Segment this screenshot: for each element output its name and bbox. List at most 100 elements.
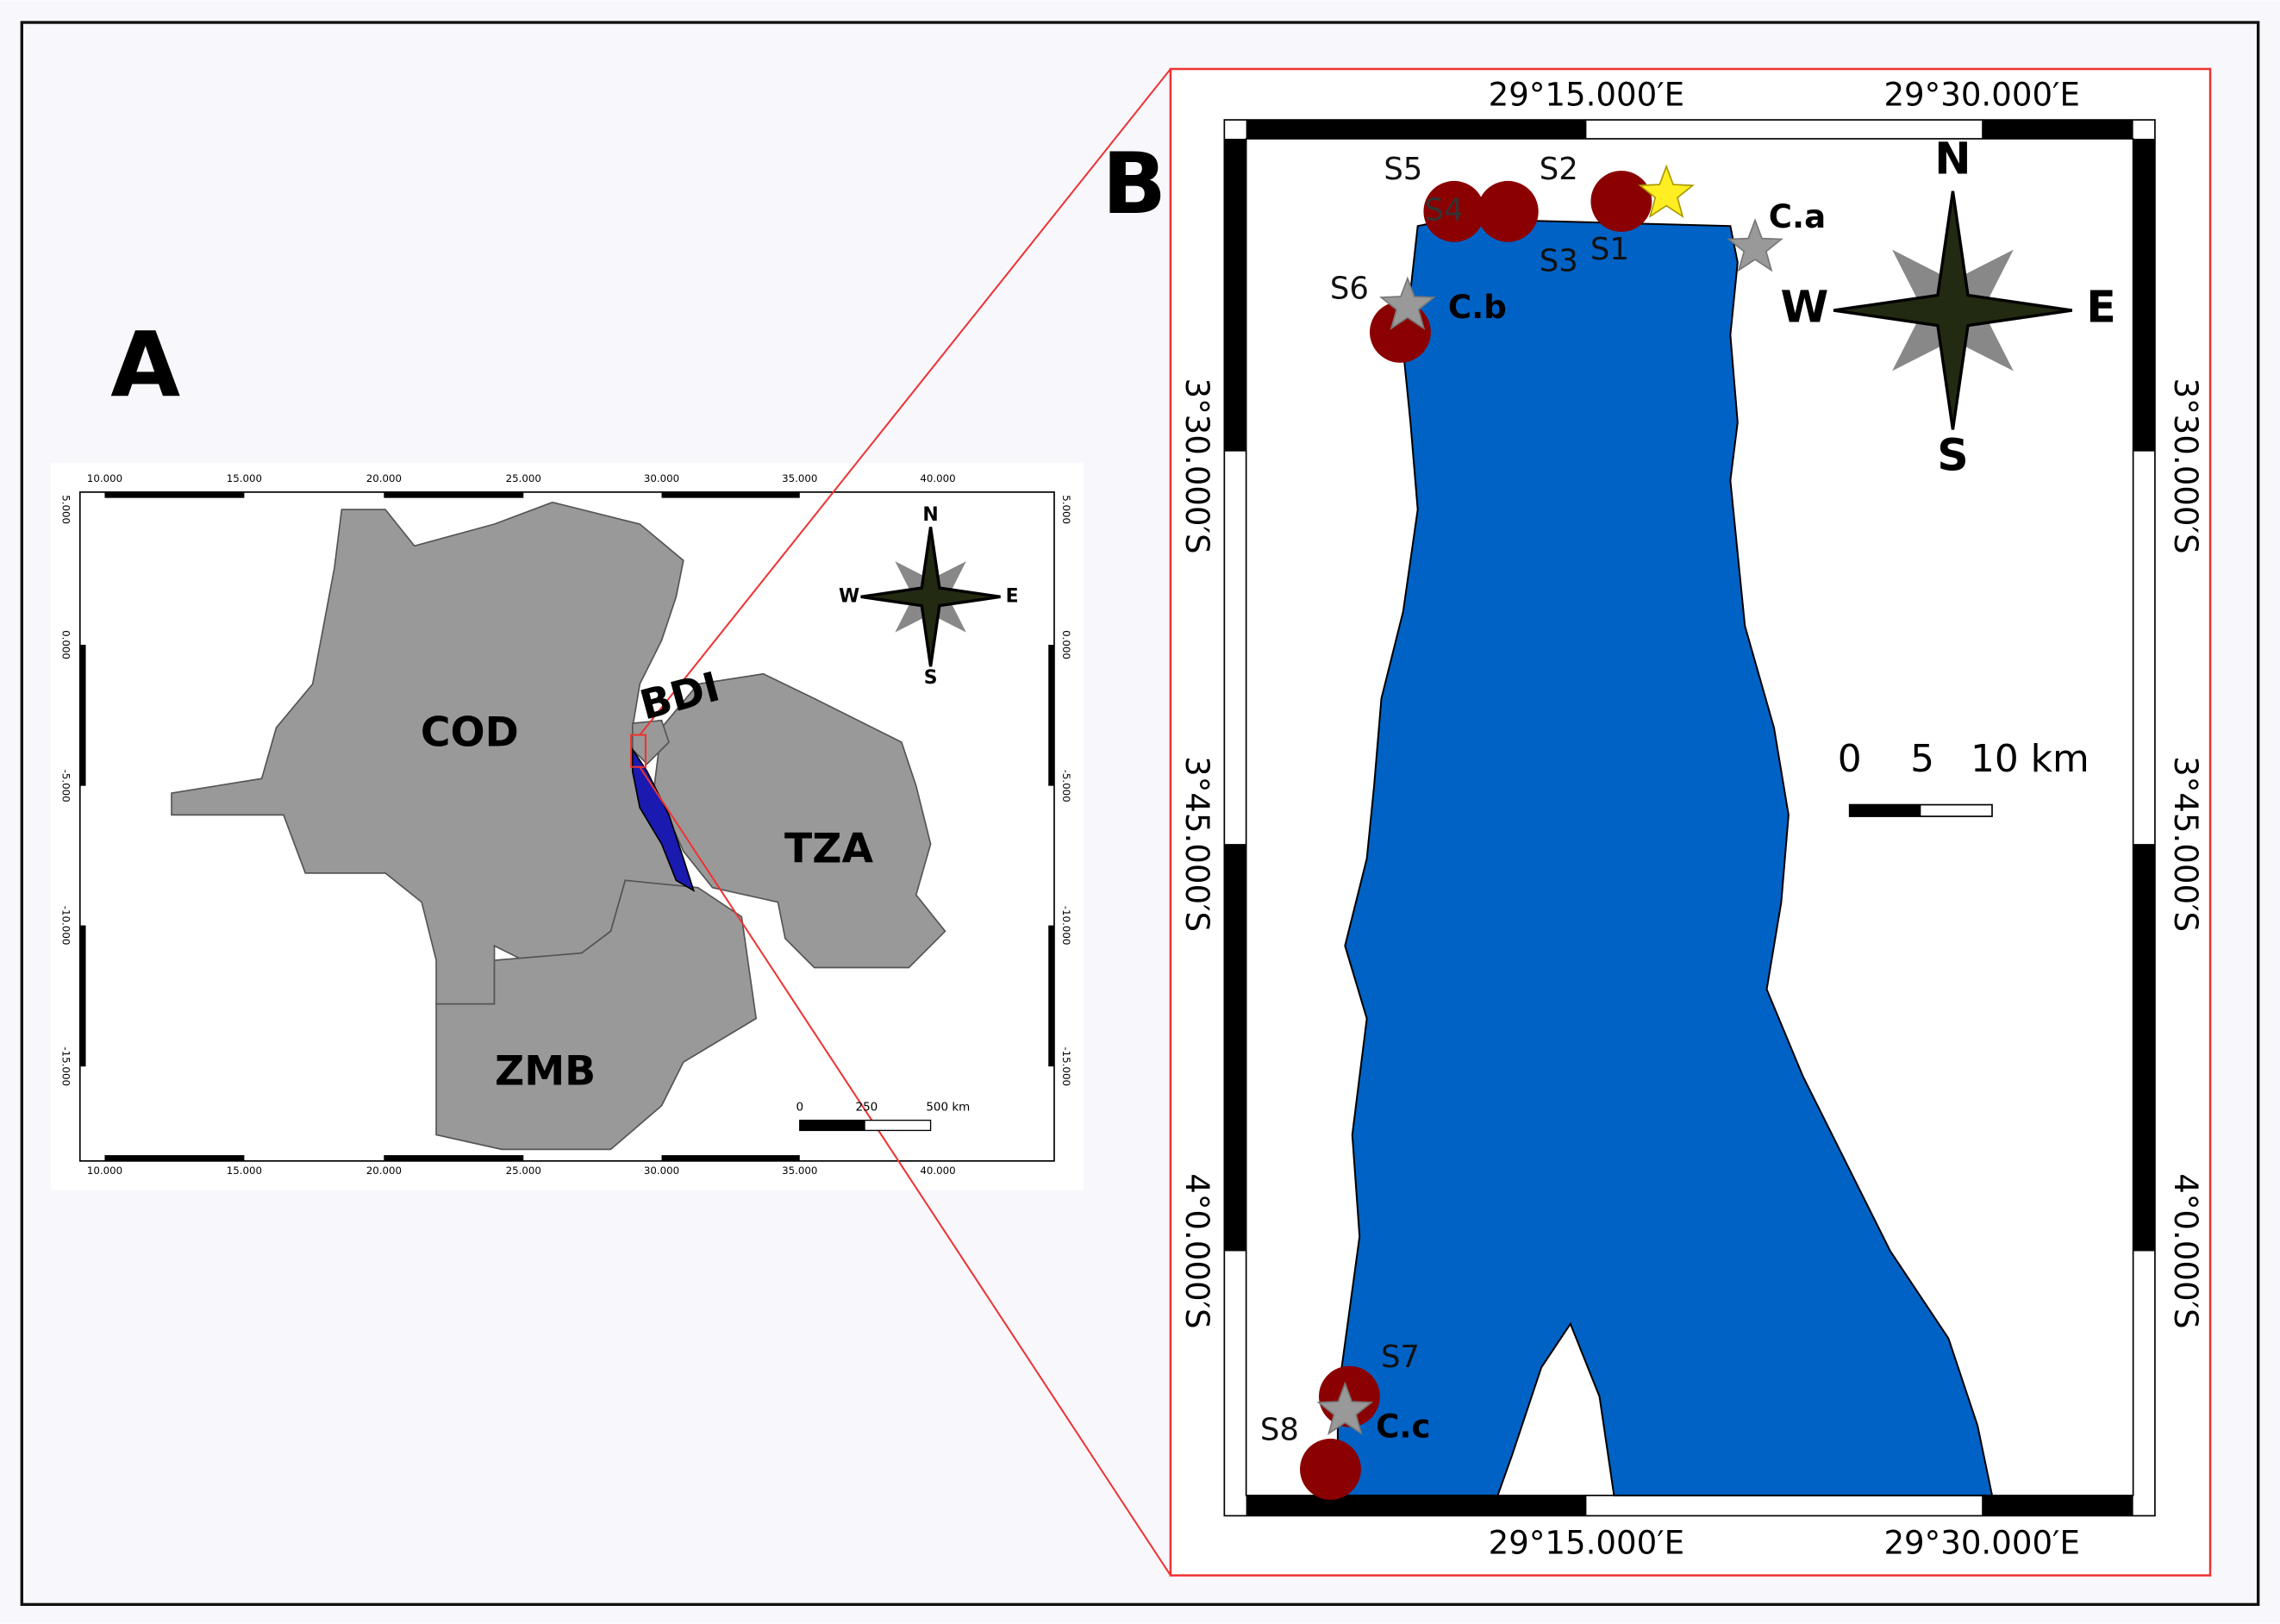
x-tick-label: 29°30.000′E: [1883, 1525, 2080, 1562]
frame-bar: [1224, 138, 1246, 452]
frame-bar: [1982, 1495, 2133, 1516]
y-tick-label: -5.000: [1060, 770, 1072, 803]
x-tick-label: 40.000: [920, 1165, 955, 1177]
y-tick-label: -15.000: [1060, 1046, 1072, 1086]
zoom-box: [630, 734, 647, 768]
compass-label: S: [1937, 430, 1968, 481]
x-tick-label: 29°30.000′E: [1883, 77, 2080, 114]
site-label: S2: [1540, 152, 1578, 187]
site-star: [1638, 164, 1695, 219]
compass-label: E: [2086, 282, 2116, 333]
scale-label: 250: [855, 1100, 878, 1114]
y-tick-label: 4°0.000′S: [1178, 1173, 1215, 1328]
frame-bar: [384, 491, 524, 498]
x-tick-label: 30.000: [644, 472, 679, 484]
site-marker: [1477, 180, 1539, 242]
compass-rose: [1833, 191, 2073, 430]
x-tick-label: 15.000: [227, 472, 262, 484]
frame-bar: [1246, 120, 1587, 139]
site-label: S6: [1330, 271, 1369, 306]
y-tick-label: -5.000: [59, 770, 72, 803]
y-tick-label: -10.000: [1060, 906, 1072, 946]
country-tza: [653, 672, 946, 969]
frame-bar: [2133, 138, 2155, 452]
y-tick-label: 5.000: [1060, 495, 1072, 524]
site-label: S3: [1540, 243, 1578, 278]
site-label: S1: [1590, 232, 1629, 267]
site-label: S7: [1381, 1340, 1420, 1375]
control-star: [1727, 218, 1783, 272]
control-label: C.c: [1376, 1409, 1430, 1446]
scale-label: 500 km: [926, 1100, 970, 1114]
x-tick-label: 20.000: [366, 1165, 402, 1177]
y-tick-label: 0.000: [59, 630, 72, 659]
y-tick-label: 4°0.000′S: [2167, 1173, 2204, 1328]
x-tick-label: 20.000: [366, 472, 402, 484]
control-star: [1379, 276, 1436, 330]
frame-bar: [1048, 925, 1054, 1067]
x-tick-label: 15.000: [227, 1165, 262, 1177]
scale-bar: [1849, 804, 1921, 817]
scale-label: 0: [1838, 737, 1862, 781]
frame-bar: [661, 1155, 800, 1161]
zoom-line: [639, 766, 1171, 1577]
compass-label: E: [1006, 585, 1019, 607]
x-tick-label: 40.000: [920, 472, 955, 484]
compass-label: N: [922, 504, 938, 526]
y-tick-label: 3°30.000′S: [2167, 378, 2204, 554]
layer: A 10.000 10.000 15.000 15.000 20.000 20.000 25.…: [59, 77, 2204, 1562]
lake: [1336, 217, 1994, 1496]
compass-rose: [860, 527, 1001, 667]
x-tick-label: 25.000: [506, 472, 541, 484]
frame-bar: [104, 491, 245, 498]
scale-label: 5: [1910, 737, 1934, 781]
x-tick-label: 35.000: [782, 1165, 817, 1177]
compass-label: W: [1780, 282, 1828, 333]
y-tick-label: 0.000: [1060, 630, 1072, 659]
y-tick-label: 3°45.000′S: [1178, 756, 1215, 932]
frame-bar: [79, 645, 86, 786]
x-tick-label: 30.000: [644, 1165, 679, 1177]
compass-label: W: [839, 585, 859, 607]
frame-bar: [1982, 120, 2133, 139]
compass-label: N: [1934, 133, 1971, 184]
frame-bar: [79, 925, 86, 1067]
frame-bar: [2133, 844, 2155, 1252]
site-marker: [1590, 171, 1652, 232]
site-marker: [1423, 180, 1485, 242]
panel-label: B: [1102, 135, 1166, 234]
frame-bar: [384, 1155, 524, 1161]
frame-bar: [1224, 844, 1246, 1252]
y-tick-label: 3°45.000′S: [2167, 756, 2204, 932]
y-tick-label: 3°30.000′S: [1178, 378, 1215, 554]
compass-label: S: [924, 667, 938, 689]
x-tick-label: 25.000: [506, 1165, 541, 1177]
y-tick-label: -15.000: [59, 1046, 72, 1086]
panel-label: A: [110, 313, 180, 418]
control-label: C.b: [1448, 289, 1507, 326]
zoom-line: [639, 68, 1171, 736]
x-tick-label: 10.000: [87, 1165, 122, 1177]
country-label: COD: [421, 709, 519, 757]
y-tick-label: 5.000: [59, 495, 72, 524]
country-label: TZA: [784, 826, 873, 873]
site-marker: [1300, 1439, 1361, 1500]
country-label: ZMB: [495, 1048, 596, 1096]
site-label: S8: [1260, 1413, 1299, 1448]
frame-bar: [661, 491, 800, 498]
frame-bar: [1048, 645, 1054, 786]
x-tick-label: 29°15.000′E: [1489, 1525, 1684, 1562]
frame-bar: [104, 1155, 245, 1161]
y-tick-label: -10.000: [59, 906, 72, 946]
scale-label: 0: [796, 1100, 803, 1114]
x-tick-label: 10.000: [87, 472, 122, 484]
frame-bar: [1246, 1495, 1587, 1516]
x-tick-label: 35.000: [782, 472, 817, 484]
control-label: C.a: [1769, 198, 1826, 235]
scale-bar: [799, 1120, 865, 1131]
x-tick-label: 29°15.000′E: [1489, 77, 1684, 114]
control-star: [1316, 1381, 1374, 1435]
country-zmb: [435, 879, 758, 1151]
site-label: S5: [1384, 152, 1422, 187]
